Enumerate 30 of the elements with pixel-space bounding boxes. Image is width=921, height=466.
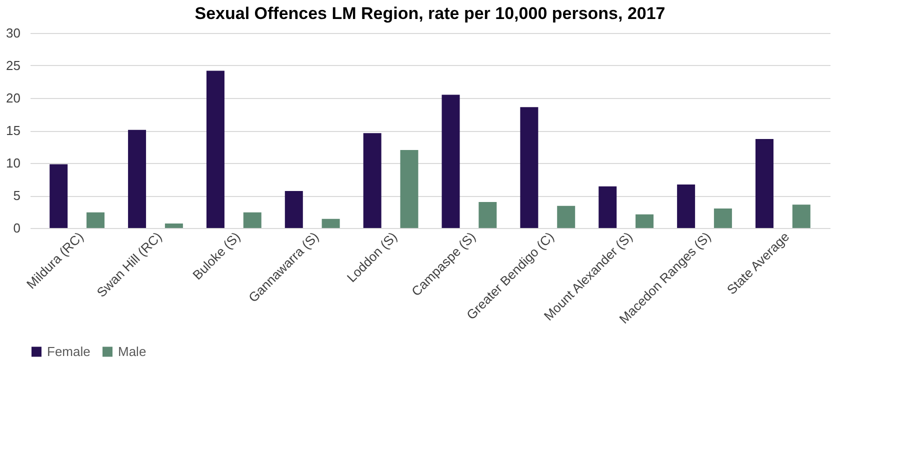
y-tick-label: 10	[6, 156, 20, 170]
legend-label: Female	[47, 344, 90, 359]
bar	[206, 70, 224, 228]
bar	[557, 206, 576, 228]
bar	[164, 223, 183, 228]
bar	[520, 107, 538, 228]
bar	[478, 202, 497, 228]
y-tick-label: 5	[13, 188, 20, 203]
legend-label: Male	[118, 344, 146, 359]
y-tick-label: 15	[6, 123, 20, 138]
y-tick-label: 25	[6, 58, 20, 73]
bar	[636, 214, 654, 228]
bar	[128, 130, 146, 228]
bar	[243, 212, 262, 228]
y-tick-label: 30	[6, 26, 20, 40]
bar	[284, 190, 303, 228]
chart-title: Sexual Offences LM Region, rate per 10,000 persons, 2017	[194, 4, 666, 23]
bar	[400, 150, 418, 228]
bar	[714, 208, 732, 228]
y-tick-label: 0	[13, 220, 20, 236]
bar	[598, 186, 617, 228]
bar	[363, 133, 382, 228]
y-tick-label: 20	[6, 90, 20, 106]
bar	[86, 212, 105, 228]
bar	[755, 138, 774, 228]
bar	[50, 164, 68, 228]
bar	[792, 204, 810, 228]
bar	[677, 184, 696, 228]
bar	[442, 94, 460, 228]
bar	[322, 218, 340, 228]
